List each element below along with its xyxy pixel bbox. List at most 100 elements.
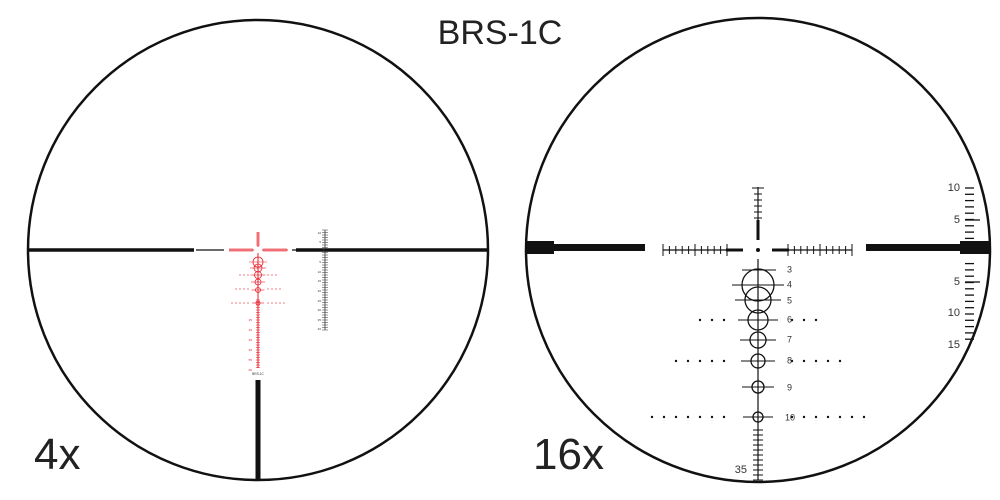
wind-dot xyxy=(862,415,866,419)
right-magnification-label: 16x xyxy=(533,430,604,479)
wind-dot xyxy=(790,415,794,419)
wind-dot xyxy=(674,359,678,363)
bottom-scale-label: 35 xyxy=(735,464,747,476)
holdover-label: 7 xyxy=(787,334,792,344)
wind-dot xyxy=(722,359,726,363)
wind-dot xyxy=(802,359,806,363)
red-wind-dot xyxy=(283,302,285,304)
edge-scale-label: 10 xyxy=(948,182,960,194)
wind-dot xyxy=(826,359,830,363)
wind-dot xyxy=(802,415,806,419)
wind-dot xyxy=(698,415,702,419)
red-wind-dot xyxy=(267,302,269,304)
wind-dot xyxy=(710,318,714,322)
bottom-vertical-post xyxy=(255,380,261,480)
left-scale-label: 20 xyxy=(318,289,322,293)
holdover-dot xyxy=(757,319,759,321)
holdover-label: 5 xyxy=(787,295,792,305)
left-heavy-post xyxy=(526,244,645,251)
wind-dot xyxy=(826,415,830,419)
wind-dot xyxy=(790,359,794,363)
red-ladder-label: 35 xyxy=(249,318,253,322)
red-wind-dot xyxy=(243,274,245,276)
red-wind-dot xyxy=(279,288,281,290)
left-scale-label: 5 xyxy=(319,240,321,244)
holdover-dot xyxy=(757,299,759,301)
red-wind-dot xyxy=(243,302,245,304)
left-scale-label: 40 xyxy=(318,327,322,331)
red-wind-dot xyxy=(279,302,281,304)
red-ladder-label: 55 xyxy=(249,358,253,362)
red-wind-dot xyxy=(239,274,241,276)
left-bar-thick xyxy=(726,248,743,252)
red-wind-dot xyxy=(247,288,249,290)
left-scale-label: 35 xyxy=(318,318,322,322)
red-wind-dot xyxy=(275,288,277,290)
diagram-title: BRS-1C xyxy=(437,14,563,52)
red-wind-dot xyxy=(231,302,233,304)
red-wind-dot xyxy=(235,302,237,304)
left-scale-label: 30 xyxy=(318,308,322,312)
wind-dot xyxy=(698,318,702,322)
wind-dot xyxy=(838,415,842,419)
edge-scale-label: 5 xyxy=(954,276,960,288)
edge-scale-label: 15 xyxy=(948,339,960,351)
left-reticle-name: BRS-1C xyxy=(252,372,264,376)
red-wind-dot xyxy=(235,288,237,290)
edge-scale-label: 10 xyxy=(948,307,960,319)
red-wind-dot xyxy=(267,274,269,276)
wind-dot xyxy=(814,359,818,363)
center-dot xyxy=(756,248,760,252)
right-heavy-post xyxy=(866,244,990,251)
red-wind-dot xyxy=(275,302,277,304)
holdover-dot xyxy=(757,416,759,418)
red-wind-dot xyxy=(247,274,249,276)
wind-dot xyxy=(710,415,714,419)
holdover-label: 3 xyxy=(787,264,792,274)
holdover-label: 10 xyxy=(785,412,795,422)
right-post-block xyxy=(960,241,990,254)
holdover-label: 9 xyxy=(787,382,792,392)
left-scale-label: 15 xyxy=(318,279,322,283)
red-wind-dot xyxy=(267,288,269,290)
right-bar-thick xyxy=(772,248,789,252)
holdover-label: 6 xyxy=(787,314,792,324)
red-wind-dot xyxy=(275,274,277,276)
holdover-label: 4 xyxy=(787,279,792,289)
holdover-dot xyxy=(757,284,759,286)
wind-dot xyxy=(722,415,726,419)
holdover-label: 8 xyxy=(787,355,792,365)
red-ladder-label: 45 xyxy=(249,338,253,342)
top-post-thick xyxy=(756,220,760,240)
wind-dot xyxy=(710,359,714,363)
wind-dot xyxy=(814,318,818,322)
left-scale-label: 25 xyxy=(318,299,322,303)
wind-dot xyxy=(722,318,726,322)
wind-dot xyxy=(698,359,702,363)
holdover-dot xyxy=(757,386,759,388)
left-scale-label: 10 xyxy=(318,231,322,235)
holdover-dot xyxy=(757,339,759,341)
red-ladder-label: 50 xyxy=(249,348,253,352)
wind-dot xyxy=(850,415,854,419)
wind-dot xyxy=(790,318,794,322)
red-wind-dot xyxy=(271,302,273,304)
left-magnification-label: 4x xyxy=(34,430,81,479)
wind-dot xyxy=(662,415,666,419)
wind-dot xyxy=(674,415,678,419)
holdover-dot xyxy=(757,360,759,362)
wind-dot xyxy=(650,415,654,419)
red-wind-dot xyxy=(239,302,241,304)
wind-dot xyxy=(814,415,818,419)
red-wind-dot xyxy=(239,288,241,290)
wind-dot xyxy=(838,359,842,363)
red-ladder-label: 60 xyxy=(249,368,253,372)
edge-scale-label: 5 xyxy=(954,214,960,226)
wind-dot xyxy=(686,415,690,419)
red-wind-dot xyxy=(271,288,273,290)
red-ladder-label: 40 xyxy=(249,328,253,332)
red-wind-dot xyxy=(243,288,245,290)
red-wind-dot xyxy=(271,274,273,276)
